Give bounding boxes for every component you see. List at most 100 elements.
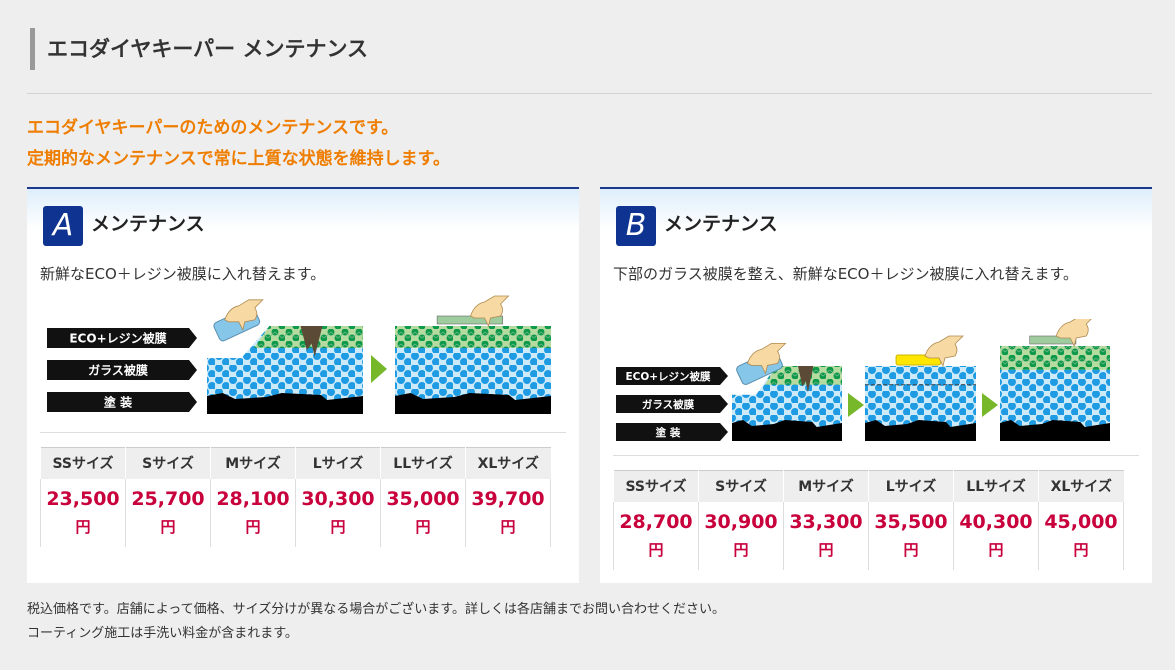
currency: 円 <box>500 517 516 536</box>
hand-icon <box>1055 319 1092 348</box>
price-value: 30,900 <box>704 510 778 533</box>
hand-icon <box>470 295 510 328</box>
currency: 円 <box>245 517 261 536</box>
diagram-stage <box>732 342 842 441</box>
currency: 円 <box>160 517 176 536</box>
price-cell: 23,500 円 <box>40 478 126 547</box>
price-value: 33,300 <box>789 510 863 533</box>
price-cell: 30,900 円 <box>698 501 784 570</box>
price-value: 23,500 <box>46 487 120 510</box>
layer-label: ECO+レジン被膜 <box>616 367 728 385</box>
lead-line-1: エコダイヤキーパーのためのメンテナンスです。 <box>27 118 399 138</box>
badge-a: A <box>43 206 83 246</box>
paint-layer <box>1000 420 1110 441</box>
size-header-row: SSサイズ Sサイズ Mサイズ Lサイズ LLサイズ XLサイズ <box>613 470 1124 502</box>
size-header: LLサイズ <box>380 447 466 479</box>
currency: 円 <box>818 540 834 559</box>
layer-label-text: 塗 装 <box>656 426 681 439</box>
note-tax: 税込価格です。店舗によって価格、サイズ分けが異なる場合がございます。詳しくは各店… <box>27 602 725 617</box>
paint-layer <box>865 420 976 441</box>
layer-label-text: ガラス被膜 <box>642 398 695 411</box>
price-value: 28,700 <box>619 510 693 533</box>
applicator-icon <box>436 315 503 325</box>
panel-description: 下部のガラス被膜を整え、新鮮なECO＋レジン被膜に入れ替えます。 <box>613 265 1078 283</box>
price-row: 23,500 円 25,700 円 28,100 円 30,300 円 35,000 円 39,70… <box>40 478 551 547</box>
price-cell: 35,500 円 <box>868 501 954 570</box>
currency: 円 <box>330 517 346 536</box>
hand-icon <box>224 299 264 331</box>
size-header: SSサイズ <box>40 447 126 479</box>
price-cell: 35,000 円 <box>380 478 466 547</box>
arrow-icon <box>371 355 387 383</box>
price-value: 45,000 <box>1044 510 1118 533</box>
diagram-stage <box>395 295 551 414</box>
arrow-icon <box>848 393 864 417</box>
price-value: 28,100 <box>216 487 290 510</box>
panel-title: メンテナンス <box>91 213 205 235</box>
panel-title: メンテナンス <box>664 213 778 235</box>
price-cell: 30,300 円 <box>295 478 381 547</box>
diagram-stage <box>1000 319 1110 441</box>
size-header: Mサイズ <box>210 447 296 479</box>
maintenance-a-panel: A メンテナンス 新鮮なECO＋レジン被膜に入れ替えます。 ECO+レジン被膜ガ… <box>27 187 579 583</box>
divider <box>27 93 1152 94</box>
price-value: 30,300 <box>301 487 375 510</box>
layer-label-text: ECO+レジン被膜 <box>625 370 711 383</box>
price-cell: 28,700 円 <box>613 501 699 570</box>
hand-icon <box>924 335 964 368</box>
size-header: Lサイズ <box>295 447 381 479</box>
diagram-stage <box>207 299 363 414</box>
price-table: SSサイズ Sサイズ Mサイズ Lサイズ LLサイズ XLサイズ 28,700 円 30,900… <box>613 470 1124 570</box>
arrow-icon <box>982 393 998 417</box>
layer-label-text: 塗 装 <box>104 394 132 409</box>
size-header: XLサイズ <box>465 447 551 479</box>
badge-b: B <box>616 206 656 246</box>
size-header: Lサイズ <box>868 470 954 502</box>
layer-label: ECO+レジン被膜 <box>47 328 197 348</box>
diagram-stage <box>865 335 976 441</box>
price-cell: 39,700 円 <box>465 478 551 547</box>
currency: 円 <box>988 540 1004 559</box>
layer-label: 塗 装 <box>616 423 728 441</box>
currency: 円 <box>903 540 919 559</box>
price-value: 25,700 <box>131 487 205 510</box>
price-cell: 28,100 円 <box>210 478 296 547</box>
paint-layer <box>732 420 842 441</box>
price-value: 35,000 <box>386 487 460 510</box>
size-header: SSサイズ <box>613 470 699 502</box>
note-wash: コーティング施工は手洗い料金が含まれます。 <box>27 626 298 641</box>
size-header: Sサイズ <box>698 470 784 502</box>
price-cell: 33,300 円 <box>783 501 869 570</box>
size-header-row: SSサイズ Sサイズ Mサイズ Lサイズ LLサイズ XLサイズ <box>40 447 551 479</box>
price-cell: 45,000 円 <box>1038 501 1124 570</box>
dirt-icon <box>798 366 814 393</box>
hand-icon <box>747 342 787 375</box>
paint-layer <box>395 393 551 414</box>
currency: 円 <box>415 517 431 536</box>
price-row: 28,700 円 30,900 円 33,300 円 35,500 円 40,300 円 45,00… <box>613 501 1124 570</box>
price-value: 40,300 <box>959 510 1033 533</box>
layer-label: ガラス被膜 <box>47 360 197 380</box>
dirt-icon <box>300 326 323 357</box>
panel-description: 新鮮なECO＋レジン被膜に入れ替えます。 <box>40 265 326 283</box>
layer-label: 塗 装 <box>47 392 197 412</box>
maintenance-b-panel: B メンテナンス 下部のガラス被膜を整え、新鮮なECO＋レジン被膜に入れ替えます… <box>600 187 1152 583</box>
size-header: Mサイズ <box>783 470 869 502</box>
layer-label-text: ECO+レジン被膜 <box>69 330 166 345</box>
price-cell: 25,700 円 <box>125 478 211 547</box>
page-title: エコダイヤキーパー メンテナンス <box>30 28 368 70</box>
price-cell: 40,300 円 <box>953 501 1039 570</box>
lead-line-2: 定期的なメンテナンスで常に上質な状態を維持します。 <box>27 149 450 169</box>
price-value: 39,700 <box>471 487 545 510</box>
paint-layer <box>207 393 363 414</box>
layer-label: ガラス被膜 <box>616 395 728 413</box>
currency: 円 <box>648 540 664 559</box>
size-header: Sサイズ <box>125 447 211 479</box>
layer-label-text: ガラス被膜 <box>88 362 148 377</box>
currency: 円 <box>75 517 91 536</box>
price-table: SSサイズ Sサイズ Mサイズ Lサイズ LLサイズ XLサイズ 23,500 円 25,700… <box>40 447 551 547</box>
size-header: XLサイズ <box>1038 470 1124 502</box>
currency: 円 <box>733 540 749 559</box>
